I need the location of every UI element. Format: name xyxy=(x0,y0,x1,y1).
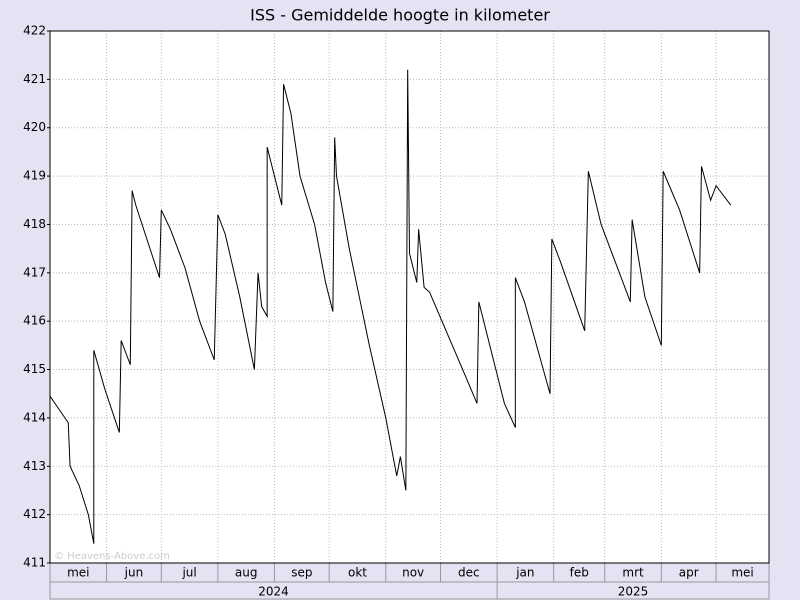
x-tick-label: mei xyxy=(731,566,753,580)
y-tick-label: 419 xyxy=(23,169,46,183)
y-tick-label: 414 xyxy=(23,410,46,424)
y-tick-label: 417 xyxy=(23,265,46,279)
y-tick-label: 415 xyxy=(23,362,46,376)
y-tick-label: 412 xyxy=(23,507,46,521)
x-tick-label: mei xyxy=(67,566,89,580)
x-tick-label: feb xyxy=(570,566,589,580)
x-tick-label: nov xyxy=(402,566,424,580)
x-tick-label: okt xyxy=(348,566,367,580)
y-tick-label: 422 xyxy=(23,24,46,38)
y-tick-label: 411 xyxy=(23,556,46,570)
y-tick-label: 420 xyxy=(23,120,46,134)
line-series xyxy=(49,69,732,544)
watermark: © Heavens-Above.com xyxy=(54,551,170,562)
year-label: 2024 xyxy=(258,585,289,599)
x-tick-label: apr xyxy=(679,566,699,580)
y-tick-label: 416 xyxy=(23,314,46,328)
plot-border xyxy=(49,30,770,564)
year-label: 2025 xyxy=(618,585,649,599)
chart-title: ISS - Gemiddelde hoogte in kilometer xyxy=(250,6,550,25)
x-tick-label: aug xyxy=(235,566,258,580)
plot-area xyxy=(50,31,769,563)
x-tick-label: jul xyxy=(181,566,196,580)
x-tick-label: dec xyxy=(458,566,480,580)
y-tick-label: 413 xyxy=(23,459,46,473)
x-tick-label: jun xyxy=(124,566,144,580)
x-tick-label: jan xyxy=(515,566,534,580)
y-tick-label: 421 xyxy=(23,72,46,86)
x-tick-label: sep xyxy=(291,566,312,580)
y-tick-label: 418 xyxy=(23,217,46,231)
x-tick-label: mrt xyxy=(622,566,644,580)
